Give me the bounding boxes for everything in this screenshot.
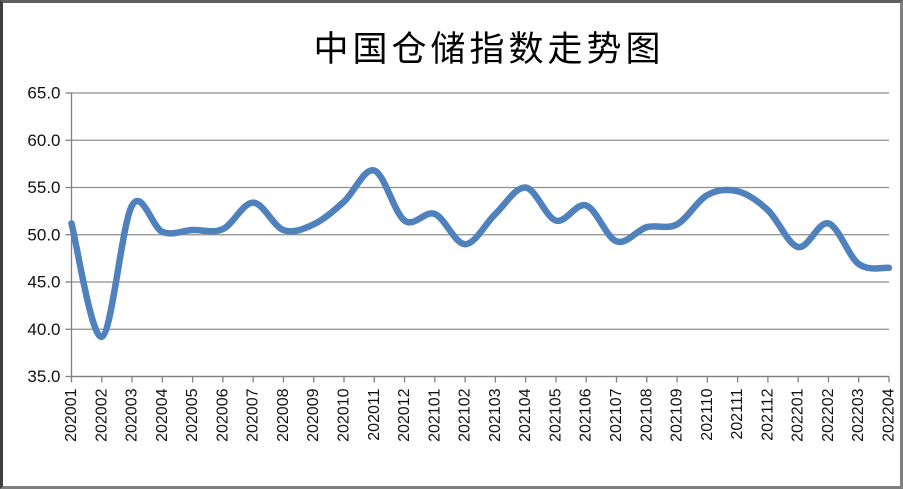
x-tick-label: 202201 xyxy=(790,388,807,441)
x-tick-label: 202102 xyxy=(457,388,474,441)
y-tick-label: 45.0 xyxy=(27,273,60,292)
x-tick-label: 202006 xyxy=(214,388,231,441)
x-tick-label: 202007 xyxy=(245,388,262,441)
y-tick-label: 60.0 xyxy=(27,131,60,150)
x-tick-label: 202104 xyxy=(517,388,534,441)
x-tick-label: 202101 xyxy=(426,388,443,441)
x-tick-label: 202001 xyxy=(63,388,80,441)
x-tick-label: 202105 xyxy=(547,388,564,441)
y-tick-label: 40.0 xyxy=(27,320,60,339)
x-tick-label: 202012 xyxy=(396,388,413,441)
x-tick-label: 202008 xyxy=(275,388,292,441)
x-tick-label: 202110 xyxy=(699,388,716,440)
y-tick-label: 65.0 xyxy=(27,84,60,103)
x-tick-label: 202005 xyxy=(184,388,201,441)
x-tick-label: 202011 xyxy=(366,388,383,440)
x-tick-label: 202106 xyxy=(578,388,595,441)
x-tick-label: 202112 xyxy=(759,388,776,440)
x-tick-label: 202103 xyxy=(487,388,504,441)
x-tick-label: 202010 xyxy=(336,388,353,441)
y-tick-label: 55.0 xyxy=(27,178,60,197)
x-tick-label: 202002 xyxy=(93,388,110,441)
x-tick-label: 202004 xyxy=(154,388,171,441)
x-tick-label: 202111 xyxy=(729,388,746,439)
x-tick-label: 202107 xyxy=(608,388,625,441)
y-tick-label: 35.0 xyxy=(27,367,60,386)
x-tick-label: 202009 xyxy=(305,388,322,441)
x-tick-label: 202204 xyxy=(881,388,898,441)
chart-title: 中国仓储指数走势图 xyxy=(313,30,665,69)
index-trend-line xyxy=(68,167,893,341)
x-tick-label: 202108 xyxy=(638,388,655,441)
x-tick-label: 202202 xyxy=(820,388,837,441)
x-tick-label: 202109 xyxy=(669,388,686,441)
x-tick-label: 202003 xyxy=(124,388,141,441)
y-tick-label: 50.0 xyxy=(27,225,60,244)
x-tick-label: 202203 xyxy=(850,388,867,441)
